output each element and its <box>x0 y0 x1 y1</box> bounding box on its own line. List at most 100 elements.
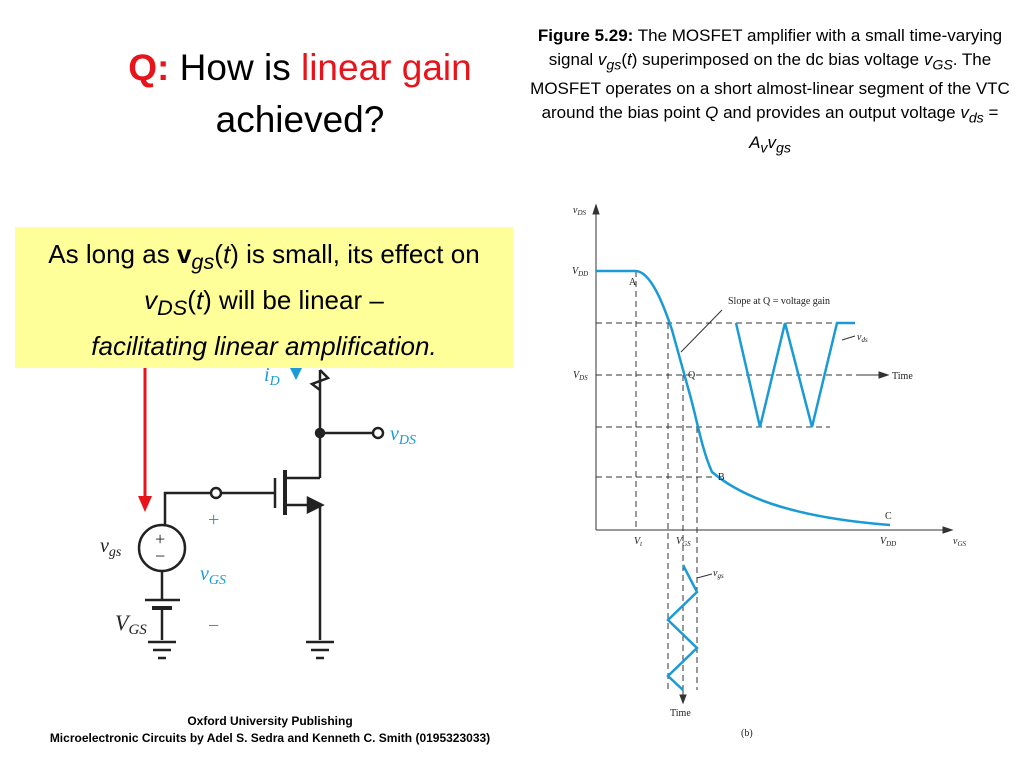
resistor <box>309 369 331 391</box>
sym: i <box>264 364 270 386</box>
label: VDD <box>880 536 896 548</box>
point-label: B <box>718 472 725 483</box>
vds-wave <box>734 321 855 428</box>
text: ) superimposed on the dc bias voltage <box>631 49 920 69</box>
sub: GS <box>682 540 691 548</box>
text: ) will be linear – <box>203 285 384 316</box>
sub: GS <box>209 573 226 588</box>
sym: v <box>100 535 109 557</box>
sym: t <box>627 49 632 69</box>
sym: A <box>749 132 761 152</box>
point-label: C <box>885 511 892 522</box>
text: and provides an output voltage <box>723 102 956 122</box>
arrow <box>878 371 890 379</box>
text: = <box>988 102 999 122</box>
terminal <box>209 486 223 500</box>
sym: t <box>222 239 231 269</box>
plus: + <box>208 509 219 531</box>
label: vGS <box>953 536 967 548</box>
sym: v <box>597 49 607 69</box>
book: Microelectronic Circuits by Adel S. Sedr… <box>49 731 491 745</box>
graph-labels: vDS VDD VDS A Q B C Vt VGS VDD vGS Time … <box>572 205 967 739</box>
label: VGS <box>115 610 147 638</box>
vtc-curve <box>596 269 891 527</box>
sym: t <box>195 285 204 316</box>
pointer-head <box>138 496 152 512</box>
sub: GS <box>957 540 966 548</box>
label: VDS <box>573 370 588 382</box>
circuit-labels: iD vDS vgs + − vGS VGS + − <box>100 364 416 638</box>
sym: v <box>713 568 718 579</box>
text: As long as <box>48 239 170 269</box>
sub: gs <box>717 572 724 580</box>
title-highlight: linear gain <box>300 47 472 88</box>
node <box>314 427 326 439</box>
sym: V <box>115 610 131 635</box>
sym: v <box>953 536 958 547</box>
point-label: A <box>629 277 637 288</box>
axis-label: Time <box>670 708 691 719</box>
label: vDS <box>573 205 587 217</box>
sym: V <box>573 370 581 381</box>
annotation: Slope at Q = voltage gain <box>728 296 830 307</box>
arrow <box>942 526 954 534</box>
leader <box>696 573 713 579</box>
caption: Figure 5.29: The MOSFET amplifier with a… <box>530 24 1010 161</box>
terminal <box>371 426 385 440</box>
label: vds <box>857 332 868 344</box>
graph <box>592 203 954 705</box>
sym: V <box>572 266 580 277</box>
text: ) is small, its effect on <box>230 239 480 269</box>
point-label: Q <box>688 370 696 381</box>
sub: DS <box>157 295 188 321</box>
sym: v <box>176 239 192 269</box>
sub: gs <box>606 56 622 73</box>
publisher: Oxford University Publishing <box>187 714 353 728</box>
sub: t <box>640 540 643 548</box>
text: ( <box>214 239 223 269</box>
sub: D <box>269 374 280 389</box>
sub: DS <box>398 433 416 448</box>
sym: v <box>144 285 158 316</box>
footer: Oxford University Publishing Microelectro… <box>20 713 520 747</box>
source <box>285 503 322 640</box>
guides <box>596 271 880 690</box>
label: Vt <box>634 536 643 548</box>
label: vgs <box>100 535 122 560</box>
sub: DS <box>576 209 586 217</box>
sym: v <box>767 132 776 152</box>
text: ( <box>621 49 628 69</box>
arrow <box>679 694 687 705</box>
title: Q: How is linear gain achieved? <box>90 42 510 146</box>
sub: GS <box>932 56 953 73</box>
sub: ds <box>968 110 984 127</box>
sym: v <box>923 49 933 69</box>
sub: ds <box>861 336 868 344</box>
label: vGS <box>200 563 226 588</box>
sub: gs <box>775 140 791 157</box>
sub: gs <box>191 249 215 275</box>
label: VGS <box>676 536 691 548</box>
text: ( <box>187 285 196 316</box>
sub: GS <box>128 622 147 638</box>
callout: As long as vgs(t) is small, its effect o… <box>15 227 513 368</box>
sym: v <box>390 423 399 445</box>
label: iD <box>264 364 280 389</box>
sym: v <box>857 332 862 343</box>
sym: V <box>880 536 888 547</box>
minus: − <box>208 615 219 637</box>
title-text: achieved? <box>215 99 385 140</box>
label: vgs <box>713 568 724 580</box>
sub: DD <box>885 540 896 548</box>
axis-label: Time <box>892 371 913 382</box>
circuit <box>137 369 385 660</box>
sub: gs <box>109 545 122 560</box>
leader <box>680 309 723 353</box>
arrow <box>306 495 325 515</box>
fig-number: Figure 5.29: <box>537 26 634 45</box>
vgs-wave <box>666 564 699 691</box>
sym: V <box>676 536 684 547</box>
text: facilitating linear amplification. <box>91 331 437 362</box>
label: vDS <box>390 423 416 448</box>
